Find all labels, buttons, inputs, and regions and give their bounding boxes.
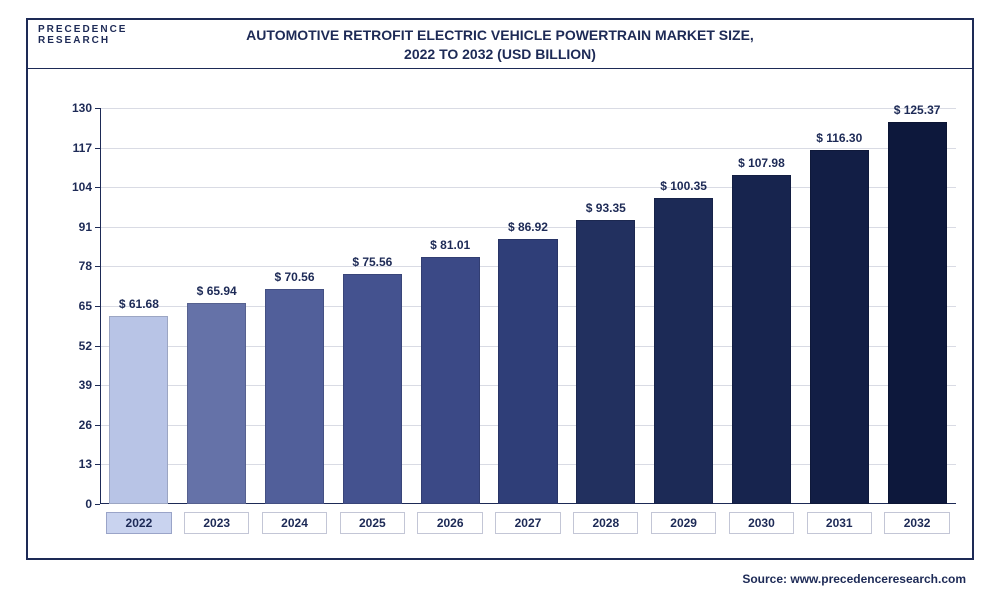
bar: $ 86.92 (498, 239, 557, 504)
bar-slot: $ 86.922027 (489, 108, 567, 504)
ytick-mark (95, 227, 100, 228)
xtick-label: 2026 (417, 512, 482, 534)
bar-value-label: $ 100.35 (660, 179, 707, 193)
bar-slot: $ 81.012026 (411, 108, 489, 504)
bar-slot: $ 116.302031 (800, 108, 878, 504)
xtick-label: 2027 (495, 512, 560, 534)
ytick-label: 13 (79, 457, 92, 471)
bar: $ 65.94 (187, 303, 246, 504)
bar: $ 116.30 (810, 150, 869, 504)
bar-value-label: $ 116.30 (816, 131, 862, 145)
ytick-mark (95, 306, 100, 307)
bar-value-label: $ 81.01 (430, 238, 470, 252)
title-line2: 2022 TO 2032 (USD BILLION) (28, 45, 972, 64)
title-divider (28, 68, 972, 69)
xtick-label: 2032 (884, 512, 949, 534)
bars-container: $ 61.682022$ 65.942023$ 70.562024$ 75.56… (100, 108, 956, 504)
xtick-label: 2023 (184, 512, 249, 534)
xtick-label: 2031 (807, 512, 872, 534)
ytick-label: 0 (85, 497, 92, 511)
bar: $ 100.35 (654, 198, 713, 504)
ytick-label: 117 (73, 141, 92, 155)
title-line1: AUTOMOTIVE RETROFIT ELECTRIC VEHICLE POW… (28, 26, 972, 45)
bar-slot: $ 65.942023 (178, 108, 256, 504)
ytick-label: 78 (79, 259, 92, 273)
ytick-mark (95, 266, 100, 267)
bar-slot: $ 70.562024 (256, 108, 334, 504)
bar-value-label: $ 125.37 (894, 103, 941, 117)
ytick-mark (95, 346, 100, 347)
ytick-mark (95, 425, 100, 426)
xtick-label: 2022 (106, 512, 171, 534)
xtick-label: 2029 (651, 512, 716, 534)
bar-value-label: $ 107.98 (738, 156, 785, 170)
ytick-label: 39 (79, 378, 92, 392)
bar-value-label: $ 86.92 (508, 220, 548, 234)
bar: $ 70.56 (265, 289, 324, 504)
bar-slot: $ 93.352028 (567, 108, 645, 504)
bar: $ 107.98 (732, 175, 791, 504)
bar: $ 61.68 (109, 316, 168, 504)
bar-slot: $ 125.372032 (878, 108, 956, 504)
bar-slot: $ 107.982030 (723, 108, 801, 504)
bar-value-label: $ 61.68 (119, 297, 159, 311)
bar: $ 125.37 (888, 122, 947, 504)
ytick-label: 91 (79, 220, 92, 234)
xtick-label: 2028 (573, 512, 638, 534)
ytick-label: 65 (79, 299, 92, 313)
bar-value-label: $ 93.35 (586, 201, 626, 215)
ytick-mark (95, 464, 100, 465)
bar-slot: $ 75.562025 (333, 108, 411, 504)
bar-value-label: $ 75.56 (352, 255, 392, 269)
ytick-label: 130 (72, 101, 92, 115)
ytick-mark (95, 504, 100, 505)
bar-slot: $ 100.352029 (645, 108, 723, 504)
bar-value-label: $ 70.56 (274, 270, 314, 284)
bar: $ 75.56 (343, 274, 402, 504)
source-attribution: Source: www.precedenceresearch.com (742, 572, 966, 586)
ytick-mark (95, 148, 100, 149)
bar: $ 93.35 (576, 220, 635, 504)
bar-slot: $ 61.682022 (100, 108, 178, 504)
ytick-label: 104 (72, 180, 92, 194)
bar-value-label: $ 65.94 (197, 284, 237, 298)
bar: $ 81.01 (421, 257, 480, 504)
ytick-label: 26 (79, 418, 92, 432)
xtick-label: 2025 (340, 512, 405, 534)
ytick-mark (95, 187, 100, 188)
xtick-label: 2024 (262, 512, 327, 534)
ytick-mark (95, 108, 100, 109)
ytick-mark (95, 385, 100, 386)
xtick-label: 2030 (729, 512, 794, 534)
ytick-label: 52 (79, 339, 92, 353)
plot-area: $ 61.682022$ 65.942023$ 70.562024$ 75.56… (100, 108, 956, 504)
chart-title: AUTOMOTIVE RETROFIT ELECTRIC VEHICLE POW… (28, 26, 972, 64)
chart-frame: PRECEDENCE RESEARCH AUTOMOTIVE RETROFIT … (26, 18, 974, 560)
